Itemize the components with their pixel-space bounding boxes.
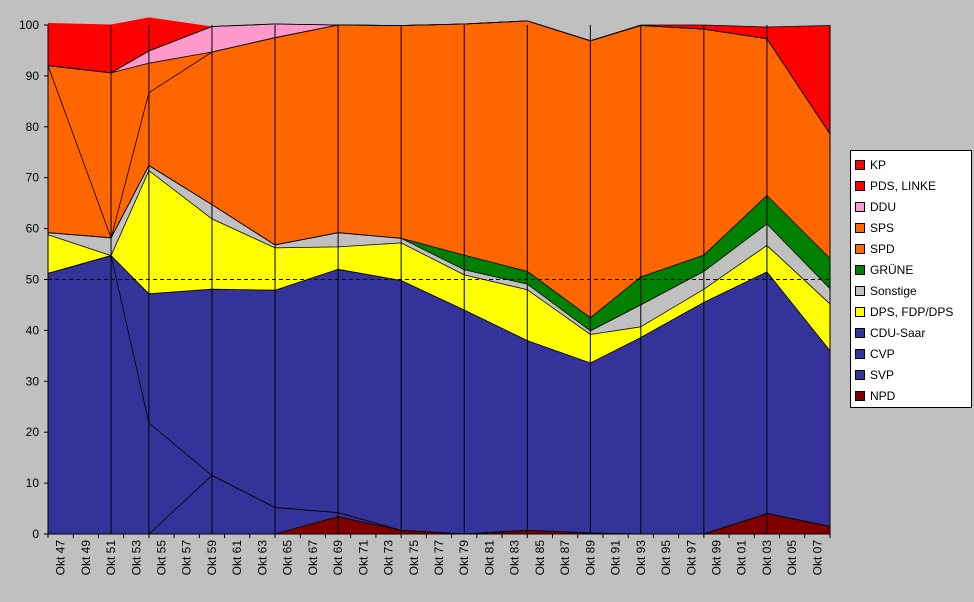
x-tick-label: Okt 03 xyxy=(760,540,774,576)
x-tick-label: Okt 01 xyxy=(735,540,749,576)
legend-swatch xyxy=(855,286,865,296)
area-gr-ne xyxy=(48,165,830,331)
y-tick-label: 70 xyxy=(26,171,40,185)
x-tick-label: Okt 69 xyxy=(331,540,345,576)
area-npd xyxy=(48,513,830,534)
legend-item: DPS, FDP/DPS xyxy=(855,302,953,322)
legend-label: DPS, FDP/DPS xyxy=(870,305,954,319)
legend-swatch xyxy=(855,349,865,359)
area-svp xyxy=(48,475,830,534)
x-tick-label: Okt 91 xyxy=(609,540,623,576)
x-tick-label: Okt 77 xyxy=(432,540,446,576)
x-tick-label: Okt 57 xyxy=(180,540,194,576)
legend-item: SPD xyxy=(855,239,895,259)
x-tick-label: Okt 67 xyxy=(306,540,320,576)
area-spd xyxy=(48,20,830,318)
y-tick-label: 60 xyxy=(26,222,40,236)
legend-swatch xyxy=(855,223,865,233)
y-tick-label: 100 xyxy=(19,18,39,32)
legend-item: GRÜNE xyxy=(855,260,913,280)
legend-item: CDU-Saar xyxy=(855,323,925,343)
x-tick-label: Okt 73 xyxy=(382,540,396,576)
legend-label: DDU xyxy=(870,200,896,214)
x-tick-label: Okt 63 xyxy=(255,540,269,576)
x-tick-label: Okt 59 xyxy=(205,540,219,576)
x-tick-label: Okt 75 xyxy=(407,540,421,576)
x-tick-label: Okt 95 xyxy=(659,540,673,576)
legend-item: SVP xyxy=(855,365,894,385)
legend-swatch xyxy=(855,160,865,170)
x-tick-label: Okt 97 xyxy=(684,540,698,576)
x-tick-label: Okt 71 xyxy=(356,540,370,576)
y-tick-label: 0 xyxy=(32,527,39,541)
legend-item: DDU xyxy=(855,197,896,217)
legend-item: Sonstige xyxy=(855,281,917,301)
legend: KP PDS, LINKE DDU SPS SPD GRÜNE Sonstige DPS, F… xyxy=(850,150,972,408)
area-dps-fdp-dps xyxy=(48,170,830,363)
legend-label: CVP xyxy=(870,347,895,361)
legend-label: PDS, LINKE xyxy=(870,179,937,193)
legend-swatch xyxy=(855,265,865,275)
legend-label: KP xyxy=(870,158,887,172)
x-tick-label: Okt 99 xyxy=(710,540,724,576)
legend-label: SPD xyxy=(870,242,895,256)
area-cvp xyxy=(48,255,830,534)
x-tick-label: Okt 49 xyxy=(79,540,93,576)
legend-item: SPS xyxy=(855,218,894,238)
y-tick-label: 30 xyxy=(26,374,40,388)
legend-label: NPD xyxy=(870,389,896,403)
y-tick-label: 50 xyxy=(26,273,40,287)
boundary-line xyxy=(47,164,831,319)
legend-label: CDU-Saar xyxy=(870,326,926,340)
x-tick-label: Okt 47 xyxy=(54,540,68,576)
area-pds-linke xyxy=(48,20,830,134)
legend-label: SPS xyxy=(870,221,895,235)
legend-swatch xyxy=(855,181,865,191)
legend-swatch xyxy=(855,307,865,317)
x-tick-label: Okt 61 xyxy=(230,540,244,576)
boundary-line xyxy=(47,169,831,335)
x-tick-label: Okt 05 xyxy=(785,540,799,576)
area-kp xyxy=(48,17,830,73)
legend-swatch xyxy=(855,202,865,212)
x-tick-label: Okt 53 xyxy=(129,540,143,576)
x-tick-label: Okt 51 xyxy=(104,540,118,576)
legend-item: CVP xyxy=(855,344,895,364)
boundary-line xyxy=(47,255,831,364)
x-tick-label: Okt 07 xyxy=(810,540,824,576)
legend-swatch xyxy=(855,328,865,338)
x-tick-label: Okt 55 xyxy=(155,540,169,576)
x-tick-label: Okt 93 xyxy=(634,540,648,576)
area-cdu-saar xyxy=(48,255,830,534)
legend-swatch xyxy=(855,244,865,254)
x-tick-label: Okt 79 xyxy=(457,540,471,576)
legend-label: GRÜNE xyxy=(870,263,914,277)
legend-item: KP xyxy=(855,155,886,175)
x-tick-label: Okt 85 xyxy=(533,540,547,576)
boundary-line xyxy=(47,20,831,74)
legend-swatch xyxy=(855,370,865,380)
y-tick-label: 80 xyxy=(26,120,40,134)
y-tick-label: 40 xyxy=(26,323,40,337)
legend-label: Sonstige xyxy=(870,284,917,298)
legend-swatch xyxy=(855,391,865,401)
x-tick-label: Okt 81 xyxy=(483,540,497,576)
legend-label: SVP xyxy=(870,368,895,382)
x-tick-label: Okt 83 xyxy=(508,540,522,576)
x-tick-label: Okt 89 xyxy=(583,540,597,576)
legend-item: PDS, LINKE xyxy=(855,176,936,196)
y-tick-label: 20 xyxy=(26,425,40,439)
x-tick-label: Okt 65 xyxy=(281,540,295,576)
legend-item: NPD xyxy=(855,386,895,406)
y-tick-label: 90 xyxy=(26,69,40,83)
x-tick-label: Okt 87 xyxy=(558,540,572,576)
y-tick-label: 10 xyxy=(26,476,40,490)
